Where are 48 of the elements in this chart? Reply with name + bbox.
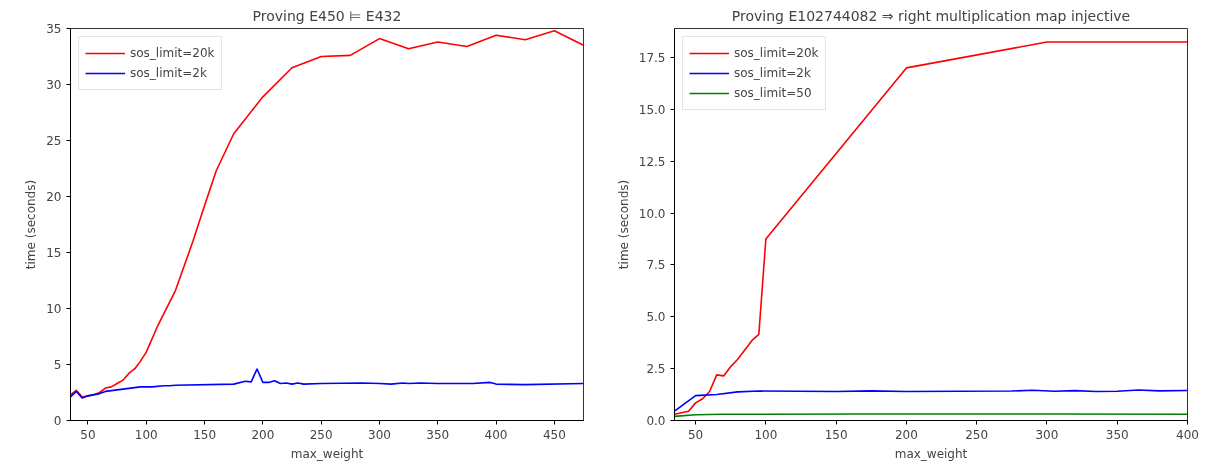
x-tick-label: 150 [193, 427, 217, 442]
chart-title: Proving E102744082 ⇒ right multiplication map injective [731, 7, 1131, 24]
x-tick-label: 250 [309, 427, 333, 442]
x-tick-label: 400 [484, 427, 508, 442]
y-tick-label: 7.5 [646, 258, 666, 273]
x-tick-label: 100 [754, 427, 778, 442]
y-axis-title: time (seconds) [24, 179, 39, 270]
x-tick-label: 350 [1105, 427, 1129, 442]
y-tick-label: 5 [53, 358, 62, 372]
x-tick-label: 50 [687, 427, 704, 442]
y-tick-label: 10.0 [638, 206, 666, 221]
x-tick-label: 50 [80, 427, 96, 442]
y-tick-label: 2.5 [646, 362, 666, 377]
y-tick-label: 30 [46, 78, 62, 92]
y-tick-label: 15 [46, 246, 62, 260]
x-tick-label: 250 [965, 427, 989, 442]
line-series [70, 368, 584, 399]
y-axis-title: time (seconds) [616, 179, 631, 270]
x-tick-label: 100 [134, 427, 158, 442]
y-tick-label: 5.0 [646, 310, 666, 325]
legend-label: sos_limit=20k [130, 46, 215, 60]
line-series [674, 389, 1188, 412]
chart-title: Proving E450 ⊨ E432 [252, 7, 402, 24]
y-tick-label: 0.0 [646, 414, 666, 428]
y-tick-label: 17.5 [638, 51, 666, 66]
x-tick-label: 300 [368, 427, 391, 442]
legend-label: sos_limit=20k [734, 46, 819, 60]
y-tick-label: 15.0 [638, 102, 666, 117]
y-tick-label: 10 [46, 302, 62, 316]
x-axis-title: max_weight [894, 446, 968, 461]
x-tick-label: 300 [1035, 427, 1059, 442]
y-tick-label: 12.5 [638, 154, 666, 169]
y-tick-label: 0 [53, 414, 62, 428]
line-series [70, 29, 584, 398]
x-tick-label: 400 [1176, 427, 1199, 442]
legend-label: sos_limit=2k [130, 66, 207, 80]
x-tick-label: 350 [426, 427, 450, 442]
x-tick-label: 150 [824, 427, 848, 442]
legend-label: sos_limit=2k [734, 66, 811, 80]
y-tick-label: 20 [46, 190, 62, 204]
x-axis-title: max_weight [290, 446, 364, 461]
legend-label: sos_limit=50 [734, 86, 812, 100]
x-tick-label: 200 [894, 427, 918, 442]
x-tick-label: 450 [542, 427, 566, 442]
y-tick-label: 35 [46, 22, 62, 36]
x-tick-label: 200 [251, 427, 275, 442]
line-series [674, 41, 1188, 416]
y-tick-label: 25 [46, 134, 62, 148]
